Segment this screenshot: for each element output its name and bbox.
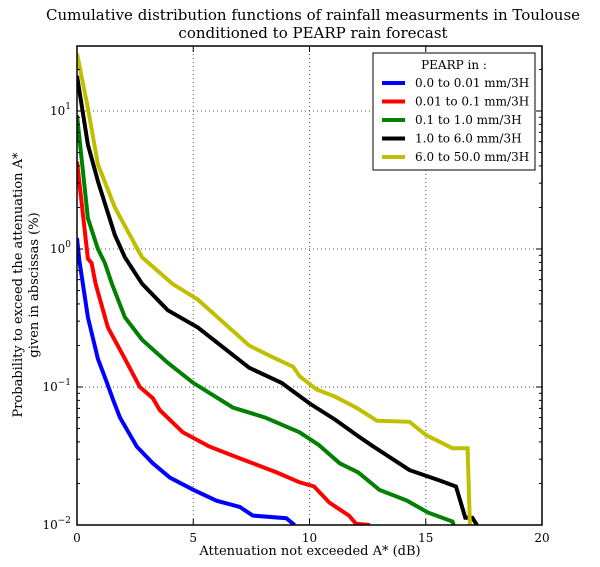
ticks xyxy=(76,46,543,526)
x-tick-label: 5 xyxy=(189,531,197,545)
x-tick-label: 20 xyxy=(534,531,549,545)
y-tick-label: 10−1 xyxy=(42,378,71,394)
chart-subtitle: conditioned to PEARP rain forecast xyxy=(178,24,447,42)
legend-label: 0.01 to 0.1 mm/3H xyxy=(415,95,529,109)
grid xyxy=(77,46,542,525)
x-tick-label: 10 xyxy=(302,531,317,545)
series-line-3 xyxy=(77,75,479,525)
legend: PEARP in : 0.0 to 0.01 mm/3H 0.01 to 0.1 … xyxy=(372,52,536,171)
legend-label: 1.0 to 6.0 mm/3H xyxy=(415,132,522,146)
y-tick-label: 10−2 xyxy=(42,516,71,532)
chart-title: Cumulative distribution functions of rai… xyxy=(46,6,580,24)
x-axis-label: Attenuation not exceeded A* (dB) xyxy=(198,544,420,559)
y-tick-labels: 10−2 10−1 100 101 xyxy=(42,102,71,532)
x-tick-label: 0 xyxy=(73,531,81,545)
legend-label: 0.0 to 0.01 mm/3H xyxy=(415,76,529,90)
x-tick-labels: 0 5 10 15 20 xyxy=(73,531,549,545)
y-tick-label: 100 xyxy=(50,240,71,256)
y-tick-label: 101 xyxy=(50,102,71,118)
legend-label: 0.1 to 1.0 mm/3H xyxy=(415,113,522,127)
series-line-2 xyxy=(77,115,456,525)
legend-title: PEARP in : xyxy=(421,58,487,72)
series-layer xyxy=(77,53,479,525)
legend-box xyxy=(372,52,536,171)
series-line-1 xyxy=(77,161,371,525)
legend-label: 6.0 to 50.0 mm/3H xyxy=(415,150,529,164)
legend-items: 0.0 to 0.01 mm/3H 0.01 to 0.1 mm/3H 0.1 to… xyxy=(382,76,529,164)
y-axis-label: Probability to exceed the attenuation A* xyxy=(11,152,26,418)
x-tick-label: 15 xyxy=(418,531,433,545)
y-axis-label-line2: given in abscissas (%) xyxy=(27,212,42,357)
series-line-0 xyxy=(77,237,296,525)
series-line-4 xyxy=(77,53,472,525)
